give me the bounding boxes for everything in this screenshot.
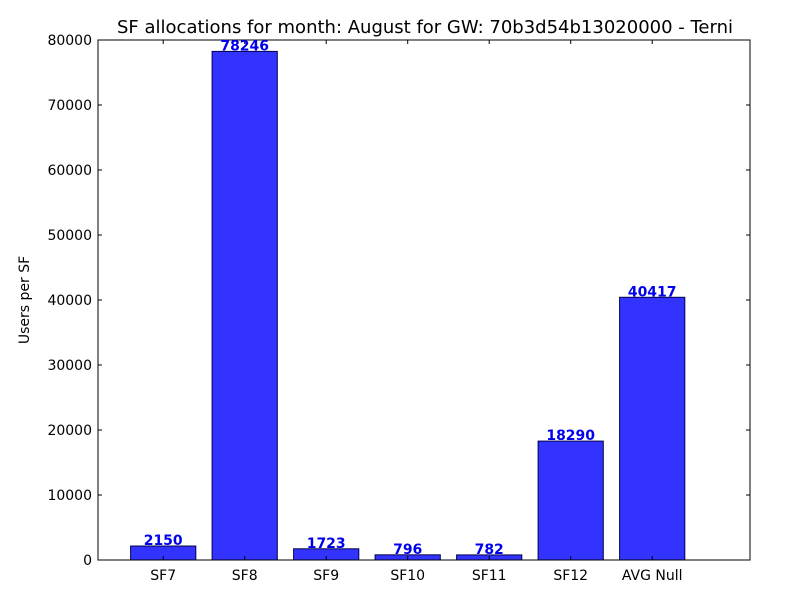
x-tick-label: SF12 xyxy=(553,568,588,584)
data-label: 18290 xyxy=(546,428,595,444)
y-tick-label: 30000 xyxy=(47,358,92,374)
chart-title: SF allocations for month: August for GW:… xyxy=(117,17,733,38)
data-label: 1723 xyxy=(307,536,346,552)
bar-sf8 xyxy=(211,50,278,561)
x-tick-label: SF8 xyxy=(232,568,258,584)
data-label: 796 xyxy=(393,542,422,558)
data-label: 2150 xyxy=(144,533,183,549)
data-label: 782 xyxy=(475,542,504,558)
y-tick-label: 60000 xyxy=(47,163,92,179)
x-tick-label: SF9 xyxy=(313,568,339,584)
data-labels-layer: 2150 78246 1723 796 782 18290 40417 xyxy=(144,38,677,558)
x-tick-label: AVG Null xyxy=(622,568,683,584)
data-label: 40417 xyxy=(628,284,677,300)
y-tick-label: 10000 xyxy=(47,488,92,504)
x-tick-label: SF11 xyxy=(472,568,507,584)
data-label: 78246 xyxy=(220,38,269,54)
x-tick-label: SF10 xyxy=(390,568,425,584)
plot-frame xyxy=(97,39,751,561)
y-tick-label: 80000 xyxy=(47,33,92,49)
bar-sf12 xyxy=(537,440,604,561)
y-tick-label: 70000 xyxy=(47,98,92,114)
y-tick-label: 40000 xyxy=(47,293,92,309)
bars-layer xyxy=(130,50,686,561)
bar-avg-null xyxy=(619,296,686,561)
y-axis-label: Users per SF xyxy=(17,256,33,344)
ticks-layer: SF7 SF8 SF9 SF10 SF11 SF12 AVG Null 0 10000 20000… xyxy=(47,33,750,584)
x-tick-label: SF7 xyxy=(150,568,176,584)
y-tick-label: 0 xyxy=(83,553,92,569)
y-tick-label: 20000 xyxy=(47,423,92,439)
y-tick-label: 50000 xyxy=(47,228,92,244)
